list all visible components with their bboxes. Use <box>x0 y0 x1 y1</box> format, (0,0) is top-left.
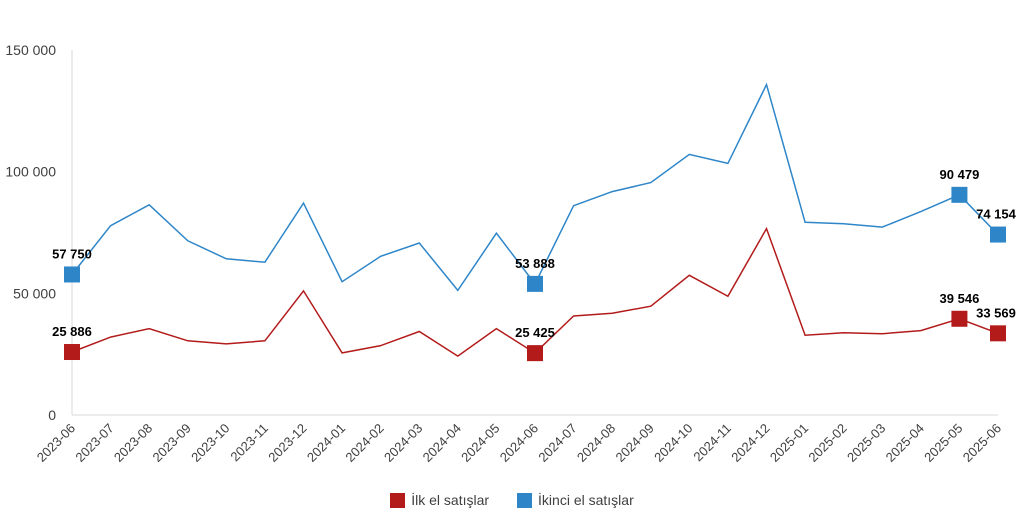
x-tick-label: 2024-08 <box>574 421 618 465</box>
data-label: 53 888 <box>515 256 555 271</box>
data-point-marker <box>990 325 1006 342</box>
x-tick-label: 2023-07 <box>72 421 116 465</box>
x-tick-label: 2024-12 <box>728 421 772 465</box>
x-tick-label: 2023-06 <box>34 421 78 465</box>
x-tick-label: 2024-11 <box>690 421 734 465</box>
x-tick-label: 2025-03 <box>844 421 888 465</box>
y-tick-label: 100 000 <box>5 164 56 180</box>
x-tick-label: 2024-07 <box>535 421 579 465</box>
legend-item-first-sales[interactable]: İlk el satışlar <box>390 492 489 508</box>
x-tick-label: 2025-01 <box>767 421 811 465</box>
x-tick-label: 2024-04 <box>420 421 464 465</box>
legend-label-second-hand-sales: İkinci el satışlar <box>538 492 634 508</box>
x-tick-label: 2024-03 <box>381 421 425 465</box>
data-label: 74 154 <box>976 207 1017 222</box>
x-tick-label: 2025-02 <box>805 421 849 465</box>
data-label: 25 886 <box>52 324 92 339</box>
data-label: 25 425 <box>515 325 555 340</box>
legend-label-first-sales: İlk el satışlar <box>411 492 490 508</box>
data-point-marker <box>64 266 80 283</box>
legend-item-second-hand-sales[interactable]: İkinci el satışlar <box>517 492 634 508</box>
data-label: 33 569 <box>976 305 1016 320</box>
data-label: 90 479 <box>940 167 980 182</box>
x-tick-label: 2024-06 <box>497 421 541 465</box>
data-label: 39 546 <box>940 291 980 306</box>
x-tick-label: 2024-10 <box>651 421 695 465</box>
x-tick-label: 2023-08 <box>111 421 155 465</box>
y-axis: 0 50 000 100 000 150 000 <box>5 42 73 423</box>
x-tick-label: 2023-12 <box>265 421 309 465</box>
x-tick-label: 2024-02 <box>342 421 386 465</box>
x-tick-label: 2024-01 <box>304 421 348 465</box>
legend-swatch-first-sales <box>390 492 406 508</box>
x-tick-label: 2025-06 <box>960 421 1004 465</box>
legend: İlk el satışlar İkinci el satışlar <box>0 492 1024 508</box>
data-point-marker <box>64 344 80 361</box>
x-tick-label: 2024-05 <box>458 421 502 465</box>
x-axis: 2023-062023-072023-082023-092023-102023-… <box>34 414 1004 465</box>
x-tick-label: 2024-09 <box>613 421 657 465</box>
y-tick-label: 150 000 <box>5 42 56 58</box>
data-point-marker <box>527 345 543 362</box>
y-tick-label: 50 000 <box>13 285 56 301</box>
series-layer <box>64 82 1006 362</box>
legend-swatch-second-hand-sales <box>517 492 533 508</box>
x-tick-label: 2023-09 <box>150 421 194 465</box>
data-point-marker <box>951 310 968 327</box>
data-point-marker <box>990 226 1006 243</box>
x-tick-label: 2023-10 <box>188 421 232 465</box>
y-tick-label: 0 <box>48 407 56 423</box>
x-tick-label: 2025-05 <box>921 421 965 465</box>
data-point-marker <box>951 186 968 203</box>
data-label: 57 750 <box>52 246 92 261</box>
data-point-marker <box>527 275 543 292</box>
x-tick-label: 2023-11 <box>227 421 271 465</box>
x-tick-label: 2025-04 <box>883 421 927 465</box>
